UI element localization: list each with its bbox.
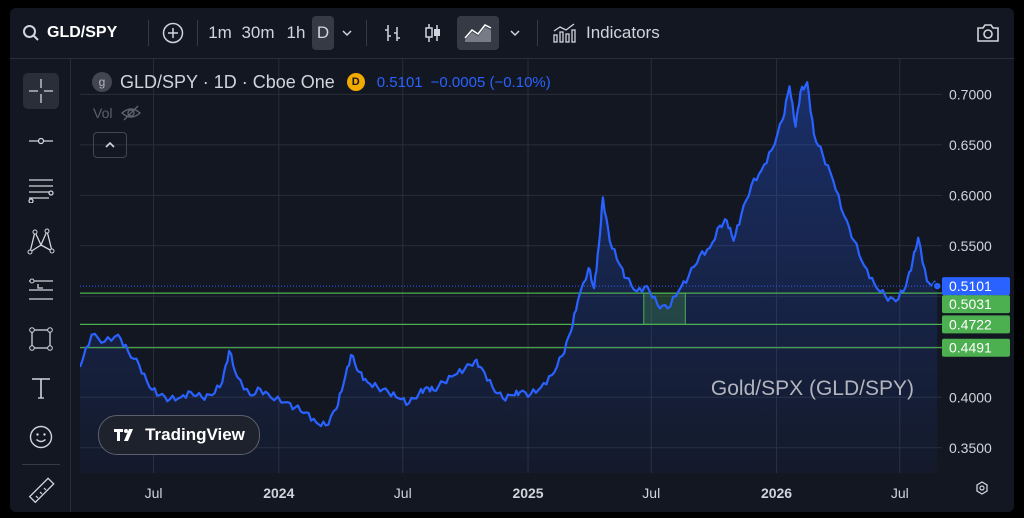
level-label: 0.4491 [949,340,992,356]
ruler-icon [28,477,55,504]
y-tick-label: 0.5500 [949,238,992,254]
brand-name: TradingView [145,425,245,444]
crosshair-tool[interactable] [23,73,59,109]
divider [148,20,149,46]
range-box[interactable] [643,292,686,325]
level-tag [942,338,1010,357]
trend-line-tool[interactable] [23,123,59,159]
horizontal-ray-icon [29,137,53,145]
divider [22,464,60,465]
y-tick-label: 0.4000 [949,389,992,405]
y-tick-label: 0.7000 [949,86,992,102]
pattern-tool[interactable] [23,223,59,259]
x-tick-label: 2025 [512,485,543,501]
last-price-label: 0.5101 [949,278,992,294]
bars-style-button[interactable] [373,16,413,50]
volume-legend: Vol [93,104,142,122]
volume-label: Vol [93,105,113,121]
level-label: 0.5031 [949,296,992,312]
last-point-marker [932,281,942,291]
data-source-badge: D [346,73,365,91]
price-chart[interactable]: Gold/SPX (GLD/SPY) 0.7000 0.6500 0.6000 0.5… [10,8,1014,512]
collapse-legend-button[interactable] [93,132,127,158]
chart-window: GLD/SPY 1m 30m 1h D Indicators [10,8,1014,512]
symbol-name: GLD/SPY [47,24,118,41]
divider [197,20,198,46]
symbol-search[interactable]: GLD/SPY [10,16,142,50]
x-tick-label: Jul [891,485,909,501]
xabcd-pattern-icon [27,228,55,255]
position-icon [29,278,53,300]
divider [366,20,367,46]
text-tool[interactable] [23,370,59,406]
x-tick-label: Jul [145,485,163,501]
symbol-logo-badge: g [92,72,112,92]
x-tick-label: 2026 [761,485,792,501]
tradingview-logo-icon [114,429,134,441]
indicators-label: Indicators [586,23,660,42]
series-area-fill [80,82,938,473]
measure-tool[interactable] [23,473,59,509]
smiley-icon [29,425,53,449]
x-tick-label: Jul [394,485,412,501]
tradingview-watermark[interactable]: TradingView [98,415,260,455]
chart-title: Gold/SPX (GLD/SPY) [711,377,914,400]
search-icon [23,25,39,41]
axis-settings-button[interactable] [976,481,988,495]
level-tag [942,295,1010,314]
candles-style-button[interactable] [413,16,453,50]
y-tick-label: 0.6000 [949,187,992,203]
eye-off-icon[interactable] [120,104,142,122]
candles-icon [425,24,440,42]
top-toolbar: GLD/SPY 1m 30m 1h D Indicators [10,8,1014,59]
x-tick-label: Jul [642,485,660,501]
text-icon [32,378,50,399]
last-price-tag: 0.5101 [942,277,1010,296]
emoji-tool[interactable] [23,419,59,455]
bars-icon [385,25,400,41]
projection-tool[interactable] [23,272,59,308]
level-labels: 0.5031 0.4722 0.4491 [942,295,1010,357]
divider [537,20,538,46]
legend-change: −0.0005 (−0.10%) [430,73,551,91]
fib-tool[interactable] [23,172,59,208]
camera-icon [977,24,999,42]
level-label: 0.4722 [949,316,992,332]
chevron-down-icon [342,30,352,37]
series-legend: g GLD/SPY · 1D · Cboe One D 0.5101 −0.00… [92,71,551,93]
interval-dropdown[interactable] [334,16,360,50]
crosshair-icon [29,79,53,103]
chevron-down-icon [510,30,520,37]
interval-d[interactable]: D [312,16,334,50]
interval-30m[interactable]: 30m [241,23,275,42]
area-style-button[interactable] [457,16,499,50]
legend-value: 0.5101 [376,73,423,91]
interval-1h[interactable]: 1h [286,23,306,42]
drawing-toolbar [10,59,71,512]
interval-1m[interactable]: 1m [208,23,232,42]
area-chart-icon [464,24,492,42]
rectangle-icon [29,327,53,351]
indicators-button[interactable]: Indicators [544,16,666,50]
series-line [80,81,939,428]
chart-type-dropdown[interactable] [499,16,531,50]
time-axis[interactable]: Jul 2024 Jul 2025 Jul 2026 Jul [145,485,909,501]
x-tick-label: 2024 [263,485,294,501]
fib-retracement-icon [28,179,54,203]
y-tick-label: 0.3500 [949,440,992,456]
legend-title[interactable]: GLD/SPY · 1D · Cboe One [120,71,335,92]
y-tick-label: 0.6500 [949,137,992,153]
compare-button[interactable] [155,16,191,50]
horizontal-levels [80,292,942,349]
snapshot-button[interactable] [970,16,1006,50]
shape-tool[interactable] [23,321,59,357]
indicators-icon [553,23,576,43]
level-tag [942,315,1010,334]
chevron-up-icon [105,141,115,148]
price-axis[interactable]: 0.70000.65000.60000.55000.50000.45000.40… [949,86,992,455]
add-circle-icon [162,22,184,44]
